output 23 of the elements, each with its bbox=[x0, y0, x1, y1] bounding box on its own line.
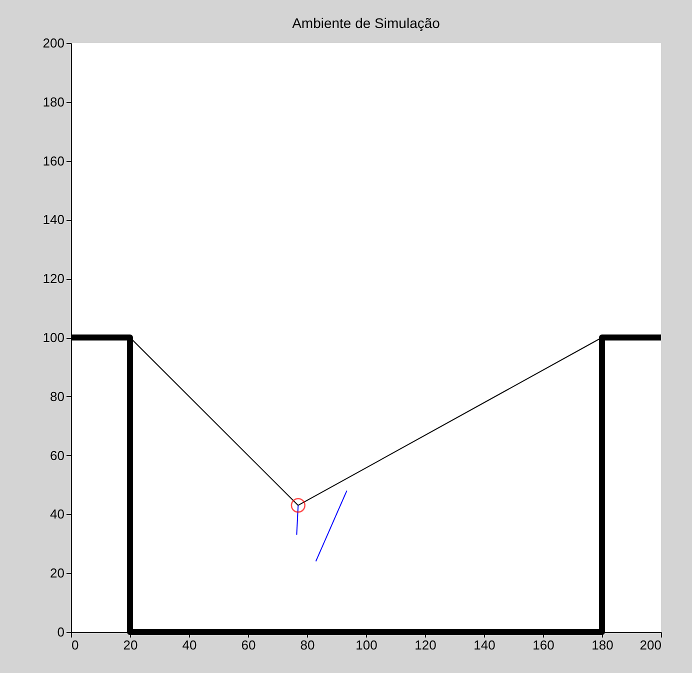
x-tick-label: 80 bbox=[300, 638, 315, 652]
x-tick-label: 200 bbox=[640, 638, 662, 652]
x-tick-label: 40 bbox=[182, 638, 197, 652]
x-tick-label: 20 bbox=[123, 638, 138, 652]
y-tick-label: 20 bbox=[50, 566, 64, 581]
y-tick-label: 100 bbox=[42, 330, 64, 345]
x-tick-label: 100 bbox=[356, 638, 378, 652]
y-tick-label: 60 bbox=[50, 448, 64, 463]
x-tick-label: 140 bbox=[474, 638, 496, 652]
x-tick-label: 160 bbox=[532, 638, 554, 652]
y-tick-label: 200 bbox=[42, 36, 64, 50]
chart-title: Ambiente de Simulação bbox=[292, 15, 440, 31]
x-tick-label: 120 bbox=[414, 638, 436, 652]
y-tick-label: 120 bbox=[42, 271, 64, 286]
y-tick-label: 40 bbox=[50, 506, 64, 522]
y-tick-label: 180 bbox=[42, 94, 64, 110]
x-tick-label: 0 bbox=[72, 638, 79, 652]
y-tick-label: 80 bbox=[50, 388, 64, 404]
x-tick-label: 60 bbox=[241, 638, 256, 652]
y-tick-label: 160 bbox=[42, 153, 64, 168]
y-tick-label: 140 bbox=[42, 212, 64, 228]
y-tick-label: 0 bbox=[57, 624, 64, 640]
x-tick-label: 180 bbox=[592, 638, 614, 652]
